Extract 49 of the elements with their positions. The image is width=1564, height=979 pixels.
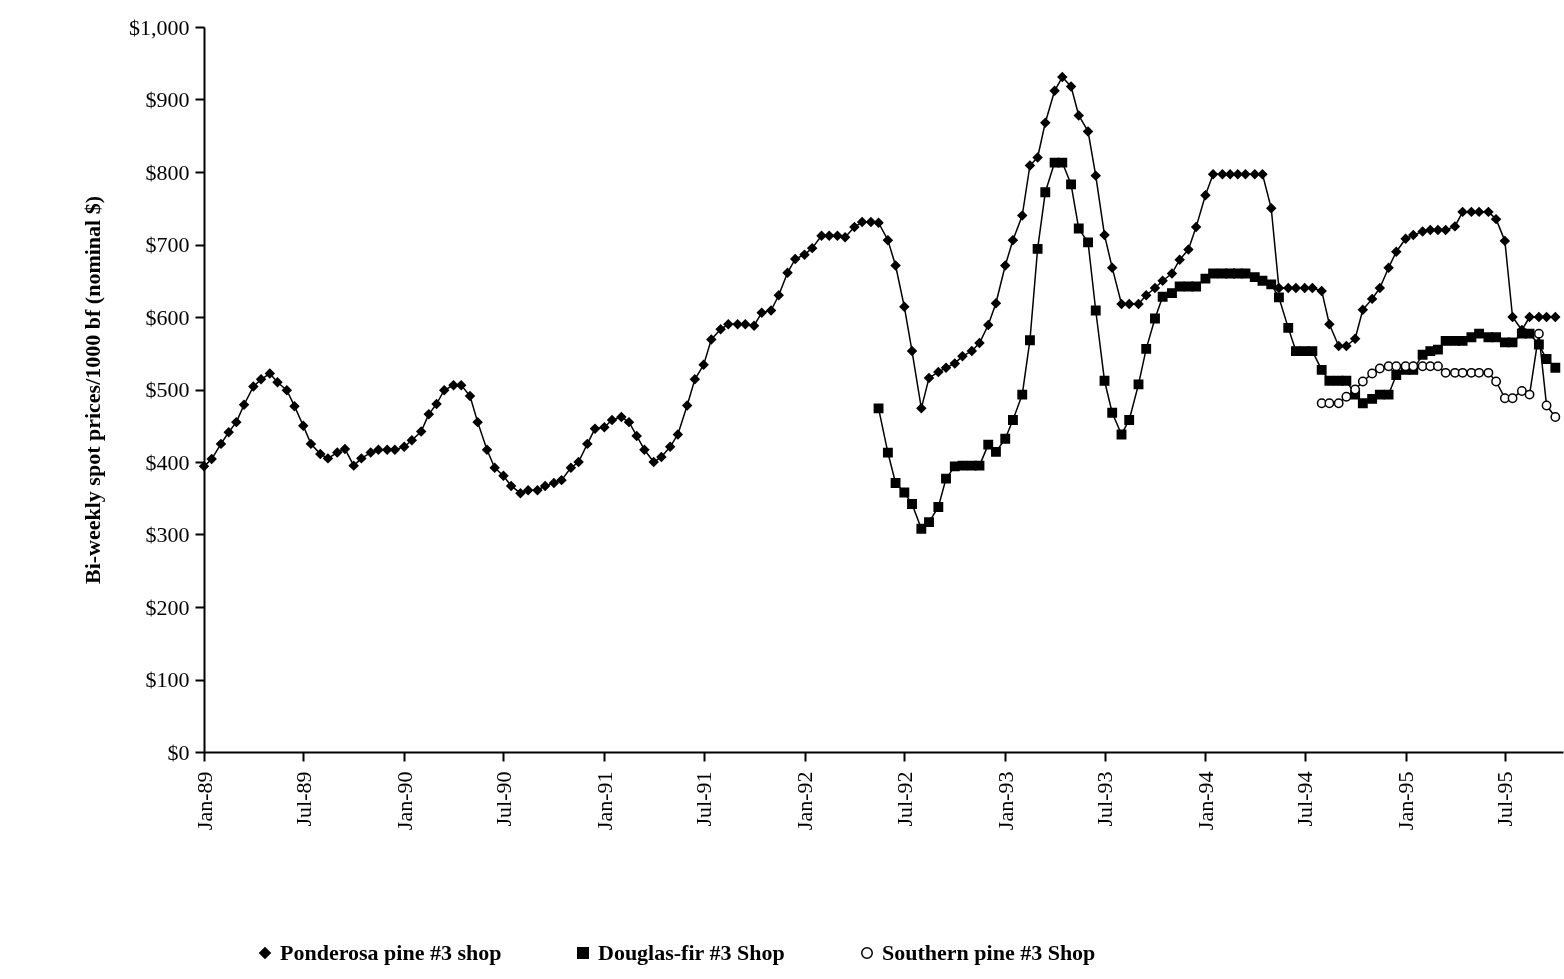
x-tick-label: Jul-95 (1492, 771, 1518, 827)
point (1474, 367, 1485, 378)
point (1483, 367, 1494, 378)
y-tick-label: $1,000 (129, 14, 190, 40)
x-tick-label: Jul-89 (290, 771, 316, 827)
y-tick-label: $200 (145, 594, 190, 620)
point (1507, 393, 1518, 404)
point (1391, 361, 1402, 372)
y-axis-title: Bi-weekly spot prices/1000 bf (nominal $) (80, 195, 105, 585)
y-tick-label: $600 (145, 304, 190, 330)
x-tick-label: Jan-94 (1192, 771, 1218, 831)
point (1533, 328, 1544, 339)
y-tick-label: $800 (145, 159, 190, 185)
point (1440, 367, 1451, 378)
point (1374, 363, 1385, 374)
y-tick-label: $700 (145, 232, 190, 257)
x-tick-label: Jan-89 (191, 771, 217, 831)
x-tick-label: Jan-95 (1393, 771, 1419, 831)
y-tick-label: $0 (167, 739, 190, 765)
legend-label: Ponderosa pine #3 shop (280, 940, 502, 965)
y-tick-label: $400 (145, 449, 190, 475)
y-tick-label: $100 (145, 667, 190, 692)
x-tick-label: Jan-93 (992, 771, 1018, 831)
y-tick-label: $900 (145, 87, 190, 112)
point (1433, 361, 1443, 372)
point (1541, 400, 1552, 411)
point (1333, 398, 1344, 409)
point (1491, 376, 1502, 387)
x-tick-label: Jan-92 (792, 771, 818, 831)
point (1457, 367, 1468, 378)
legend-label: Douglas-fir #3 Shop (598, 940, 785, 965)
point (1367, 368, 1378, 379)
x-tick-label: Jul-94 (1292, 771, 1318, 827)
y-tick-label: $300 (145, 522, 190, 547)
x-tick-label: Jul-92 (891, 771, 917, 827)
x-tick-label: Jan-90 (391, 771, 417, 831)
point (1357, 376, 1368, 387)
x-tick-label: Jan-91 (591, 771, 617, 831)
y-tick-label: $500 (145, 377, 190, 402)
x-tick-label: Jul-90 (490, 771, 516, 827)
x-tick-label: Jul-91 (691, 771, 717, 827)
point (1341, 391, 1352, 402)
point (1550, 412, 1561, 422)
point (1524, 389, 1535, 400)
legend-label: Southern pine #3 Shop (882, 940, 1096, 965)
point (1516, 386, 1527, 396)
point (1324, 398, 1335, 409)
point (1408, 361, 1419, 372)
x-tick-label: Jul-93 (1092, 771, 1118, 827)
